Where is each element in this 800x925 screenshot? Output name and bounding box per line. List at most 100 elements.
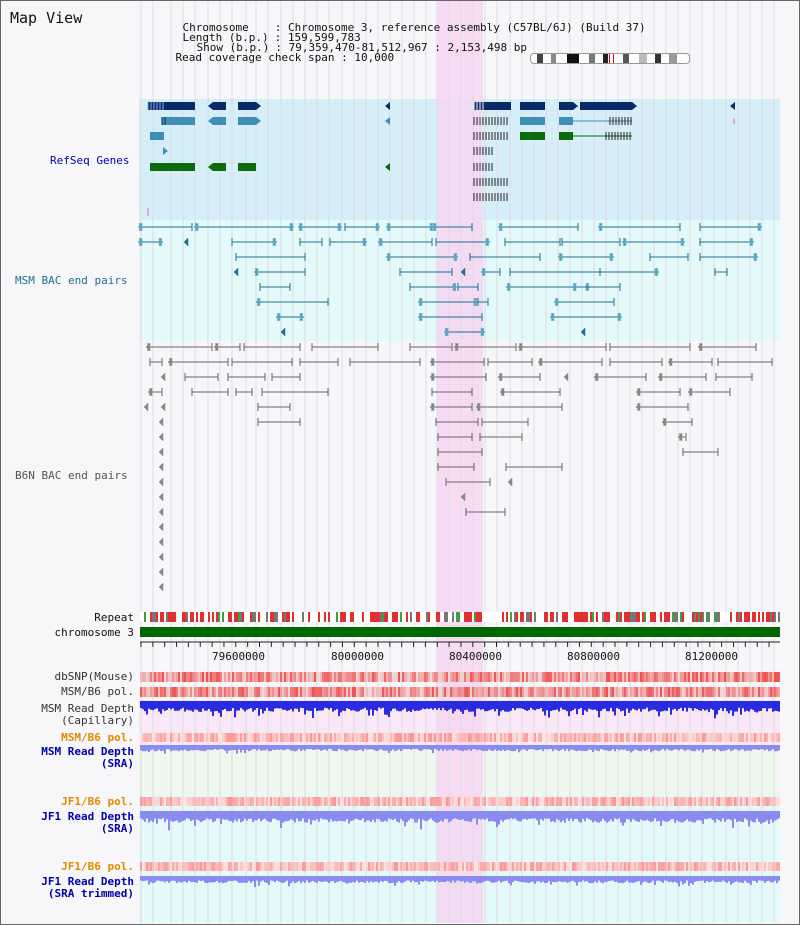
repeat-element <box>620 612 622 622</box>
msm-sra-depth-bar <box>246 745 248 750</box>
dbsnp-density-cell <box>752 672 754 682</box>
dbsnp-density-cell <box>346 672 348 682</box>
msm-capillary-depth-bar <box>690 701 692 709</box>
msm-b6-pol-cell <box>278 733 280 742</box>
repeat-element <box>552 612 554 622</box>
jf1-sra-depth-bar <box>530 811 532 819</box>
msm-b6-pol-cell <box>160 687 162 697</box>
track-label-msm-bac-end-pairs[interactable]: MSM BAC end pairs <box>15 274 128 287</box>
b6n-bac-end <box>563 372 569 382</box>
jf1-sra-depth-bar <box>576 811 578 819</box>
jf1-trimmed-depth-bar <box>260 876 262 882</box>
jf1-trimmed-depth-bar <box>518 876 520 882</box>
msm-sra-depth-bar <box>228 745 230 751</box>
dbsnp-density-cell <box>310 672 312 682</box>
msm-bac-end <box>597 222 603 232</box>
jf1-trimmed-depth-bar <box>190 876 192 882</box>
track-label-refseq-genes[interactable]: RefSeq Genes <box>50 154 130 167</box>
msm-capillary-depth-bar <box>294 701 296 709</box>
msm-sra-depth-bar <box>768 745 770 752</box>
jf1-sra-depth-bar <box>210 811 212 820</box>
msm-sra-depth-bar <box>646 745 648 750</box>
msm-sra-depth-bar <box>458 745 460 751</box>
msm-bac-end <box>385 252 391 262</box>
track-label-b6n-bac-end-pairs[interactable]: B6N BAC end pairs <box>15 469 128 482</box>
repeat-element <box>752 612 754 622</box>
dbsnp-density-cell <box>456 672 458 682</box>
msm-b6-pol-cell <box>676 733 678 742</box>
msm-b6-pol-cell <box>746 733 748 742</box>
jf1-b6-pol-cell <box>512 862 514 871</box>
jf1-sra-depth-bar <box>538 811 540 825</box>
msm-b6-pol-cell <box>550 733 552 742</box>
msm-capillary-depth-bar <box>254 701 256 710</box>
jf1-b6-pol-cell <box>646 797 648 806</box>
dbsnp-density-cell <box>182 672 184 682</box>
jf1-b6-pol-cell <box>738 862 740 871</box>
chromosome-ideogram[interactable] <box>530 53 690 64</box>
repeat-element <box>680 612 682 622</box>
jf1-sra-depth-bar <box>462 811 464 820</box>
jf1-b6-pol-cell <box>400 862 402 871</box>
selection-highlight[interactable] <box>437 0 483 923</box>
msm-capillary-depth-bar <box>590 701 592 710</box>
jf1-b6-pol-cell <box>238 797 240 806</box>
jf1-b6-pol-cell <box>632 797 634 806</box>
msm-sra-depth-bar <box>678 745 680 751</box>
dbsnp-density-cell <box>436 672 438 682</box>
dbsnp-density-cell <box>384 672 386 682</box>
dbsnp-density-cell <box>334 672 336 682</box>
jf1-trimmed-depth-bar <box>776 876 778 884</box>
jf1-trimmed-depth-bar <box>614 876 616 882</box>
jf1-trimmed-depth-bar <box>736 876 738 882</box>
jf1-b6-pol-cell <box>528 797 530 806</box>
msm-sra-depth-bar <box>632 745 634 752</box>
msm-b6-pol-cell <box>208 733 210 742</box>
jf1-sra-depth-bar <box>656 811 658 822</box>
b6n-bac-end <box>158 507 164 517</box>
msm-capillary-depth-bar <box>626 701 628 709</box>
msm-capillary-depth-bar <box>288 701 290 711</box>
msm-b6-pol-cell <box>776 733 778 742</box>
jf1-b6-pol-cell <box>560 862 562 871</box>
jf1-b6-pol-cell <box>148 862 150 871</box>
jf1-trimmed-depth-bar <box>640 876 642 885</box>
jf1-sra-depth-bar <box>634 811 636 821</box>
msm-sra-depth-bar <box>522 745 524 750</box>
msm-capillary-depth-bar <box>204 701 206 711</box>
msm-sra-depth-bar <box>220 745 222 749</box>
msm-b6-pol-cell <box>368 687 370 697</box>
jf1-b6-pol-cell <box>294 862 296 871</box>
jf1-b6-pol-cell <box>266 862 268 871</box>
msm-b6-pol-cell <box>490 733 492 742</box>
jf1-trimmed-depth-bar <box>328 876 330 884</box>
msm-capillary-depth-bar <box>292 701 294 712</box>
msm-b6-pol-cell <box>734 687 736 697</box>
msm-sra-depth-bar <box>764 745 766 751</box>
jf1-sra-depth-bar <box>730 811 732 821</box>
msm-sra-depth-bar <box>424 745 426 749</box>
jf1-b6-pol-cell <box>372 797 374 806</box>
jf1-b6-pol-cell <box>408 862 410 871</box>
msm-b6-pol-cell <box>362 687 364 697</box>
jf1-b6-pol-cell <box>350 862 352 871</box>
msm-b6-pol-cell <box>188 687 190 697</box>
jf1-trimmed-depth-bar <box>500 876 502 883</box>
dbsnp-density-cell <box>280 672 282 682</box>
msm-b6-pol-cell <box>164 733 166 742</box>
length-key: Length (b.p.) <box>182 30 269 44</box>
msm-b6-pol-cell <box>716 733 718 742</box>
msm-capillary-depth-bar <box>310 701 312 711</box>
msm-b6-pol-cell <box>616 733 618 742</box>
msm-b6-pol-cell <box>694 687 696 697</box>
msm-b6-pol-cell <box>276 687 278 697</box>
msm-capillary-depth-bar <box>350 701 352 711</box>
jf1-trimmed-depth-bar <box>548 876 550 882</box>
msm-sra-depth-bar <box>202 745 204 751</box>
jf1-b6-pol-cell <box>154 797 156 806</box>
msm-b6-pol-cell <box>524 687 526 697</box>
msm-sra-depth-bar <box>162 745 164 751</box>
show-key: Show (b.p.) <box>196 40 270 54</box>
jf1-b6-pol-cell <box>162 862 164 871</box>
